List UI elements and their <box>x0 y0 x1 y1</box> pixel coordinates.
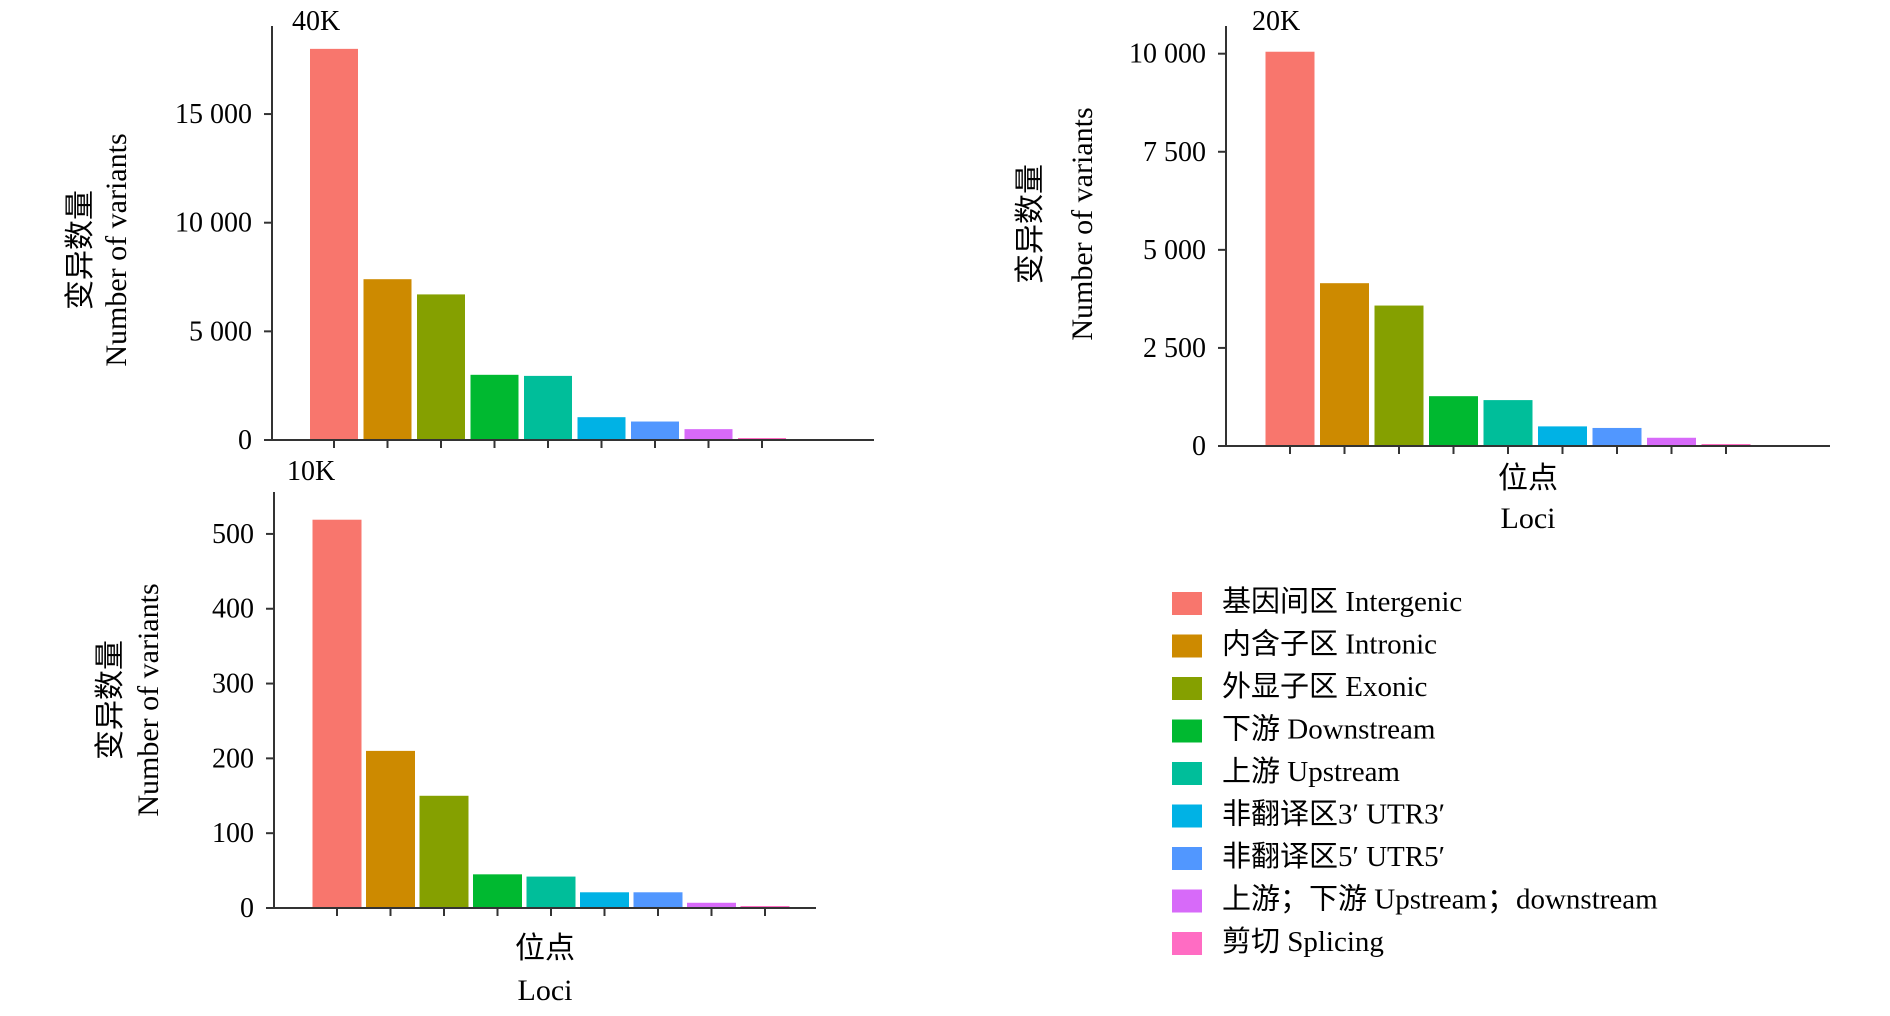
bar: 上游；下游 Upstream；downstream: 210 <box>1647 437 1696 445</box>
bar: 非翻译区3′ UTR3′: 21 <box>580 892 629 907</box>
legend-swatch <box>1172 932 1202 955</box>
bar: 非翻译区5′ UTR5′: 21 <box>633 892 683 907</box>
bar: 剪切 Splicing: 30 <box>1701 444 1751 445</box>
y-tick-label: 2 500 <box>1143 333 1206 364</box>
bar: 基因间区 Intergenic: 519 <box>312 519 362 907</box>
y-tick-label: 7 500 <box>1143 137 1206 168</box>
legend-swatch <box>1172 762 1202 785</box>
y-tick-label: 0 <box>240 893 254 924</box>
legend-item: 基因间区 Intergenic <box>1172 585 1462 618</box>
bar: 剪切 Splicing: 50 <box>738 438 786 439</box>
panel-20k: 0 2 500 5 000 7 500 10 000 基因间区 Intergenic: 1… <box>1014 6 1830 535</box>
legend: 基因间区 Intergenic 内含子区 Intronic 外显子区 Exonic 下… <box>1172 585 1658 958</box>
bar: 上游；下游 Upstream；downstream: 7 <box>687 902 736 907</box>
y-tick-label: 100 <box>212 818 254 849</box>
x-axis-label-zh: 位点 <box>515 932 575 965</box>
bar: 剪切 Splicing: 2 <box>740 906 790 907</box>
y-axis-label-en: Number of variants <box>132 583 165 816</box>
bar: 上游 Upstream: 2950 <box>524 375 572 439</box>
y-axis-label-zh: 变异数量 <box>1014 164 1047 284</box>
panel-10k: 0 100 200 300 400 500 基因间区 Intergenic: 519内含子区… <box>94 456 816 1007</box>
bar: 内含子区 Intronic: 4150 <box>1320 283 1369 445</box>
bar: 上游 Upstream: 1170 <box>1483 400 1533 445</box>
panel-40k: 0 5 000 10 000 15 000 基因间区 Intergenic: 18000… <box>64 6 874 456</box>
legend-swatch <box>1172 634 1202 658</box>
bar: 下游 Downstream: 1270 <box>1429 396 1478 445</box>
legend-item: 下游 Downstream <box>1172 713 1436 746</box>
bar: 基因间区 Intergenic: 10050 <box>1265 51 1315 445</box>
y-tick-label: 200 <box>212 743 254 774</box>
y-tick-label: 300 <box>212 669 254 700</box>
legend-label: 非翻译区3′ UTR3′ <box>1222 798 1445 831</box>
bar: 非翻译区5′ UTR5′: 460 <box>1592 427 1642 445</box>
y-axis-label-zh: 变异数量 <box>64 190 97 310</box>
panel-title: 10K <box>287 456 335 487</box>
bar: 外显子区 Exonic: 150 <box>419 795 469 907</box>
legend-swatch <box>1172 677 1202 700</box>
bar: 基因间区 Intergenic: 18000 <box>310 48 358 439</box>
bar: 内含子区 Intronic: 210 <box>366 750 415 907</box>
legend-swatch <box>1172 719 1202 743</box>
legend-label: 内含子区 Intronic <box>1222 628 1437 661</box>
legend-label: 上游 Upstream <box>1222 755 1400 788</box>
x-axis-label-en: Loci <box>518 974 573 1007</box>
panel-title: 40K <box>292 6 340 37</box>
y-tick-label: 10 000 <box>175 208 252 239</box>
bar: 外显子区 Exonic: 6700 <box>417 294 465 439</box>
legend-item: 外显子区 Exonic <box>1172 670 1427 703</box>
legend-item: 上游；下游 Upstream；downstream <box>1172 883 1658 916</box>
legend-label: 非翻译区5′ UTR5′ <box>1222 840 1445 873</box>
y-tick-label: 5 000 <box>1143 235 1206 266</box>
legend-label: 剪切 Splicing <box>1222 925 1384 958</box>
legend-item: 剪切 Splicing <box>1172 925 1384 958</box>
legend-swatch <box>1172 889 1202 913</box>
bar: 非翻译区3′ UTR3′: 1050 <box>577 417 626 439</box>
bar: 下游 Downstream: 3000 <box>470 374 519 439</box>
bar: 非翻译区5′ UTR5′: 850 <box>631 421 679 439</box>
legend-label: 外显子区 Exonic <box>1222 670 1427 703</box>
legend-item: 上游 Upstream <box>1172 755 1400 788</box>
bar: 外显子区 Exonic: 3580 <box>1374 305 1424 445</box>
legend-item: 非翻译区3′ UTR3′ <box>1172 798 1445 831</box>
legend-label: 基因间区 Intergenic <box>1222 585 1462 618</box>
legend-swatch <box>1172 592 1202 615</box>
y-tick-label: 15 000 <box>175 99 252 130</box>
y-axis-label-en: Number of variants <box>1066 107 1099 340</box>
x-axis-label-zh: 位点 <box>1498 462 1558 495</box>
y-tick-label: 0 <box>1192 431 1206 462</box>
bar: 上游 Upstream: 42 <box>526 876 576 907</box>
x-axis-label-en: Loci <box>1501 502 1556 535</box>
legend-item: 非翻译区5′ UTR5′ <box>1172 840 1445 873</box>
y-tick-label: 0 <box>238 425 252 456</box>
y-axis-label-en: Number of variants <box>100 133 133 366</box>
panel-title: 20K <box>1252 6 1300 37</box>
y-tick-label: 10 000 <box>1129 39 1206 70</box>
legend-swatch <box>1172 847 1202 870</box>
y-tick-label: 5 000 <box>189 316 252 347</box>
y-axis-label-zh: 变异数量 <box>94 640 127 760</box>
legend-swatch <box>1172 804 1202 828</box>
bar: 非翻译区3′ UTR3′: 500 <box>1538 426 1587 445</box>
legend-label: 上游；下游 Upstream；downstream <box>1222 883 1658 916</box>
legend-label: 下游 Downstream <box>1222 713 1436 746</box>
y-tick-label: 500 <box>212 519 254 550</box>
bar: 下游 Downstream: 45 <box>473 874 522 907</box>
legend-item: 内含子区 Intronic <box>1172 628 1437 661</box>
bar: 内含子区 Intronic: 7400 <box>363 279 412 439</box>
bar: 上游；下游 Upstream；downstream: 500 <box>684 429 733 439</box>
y-tick-label: 400 <box>212 594 254 625</box>
